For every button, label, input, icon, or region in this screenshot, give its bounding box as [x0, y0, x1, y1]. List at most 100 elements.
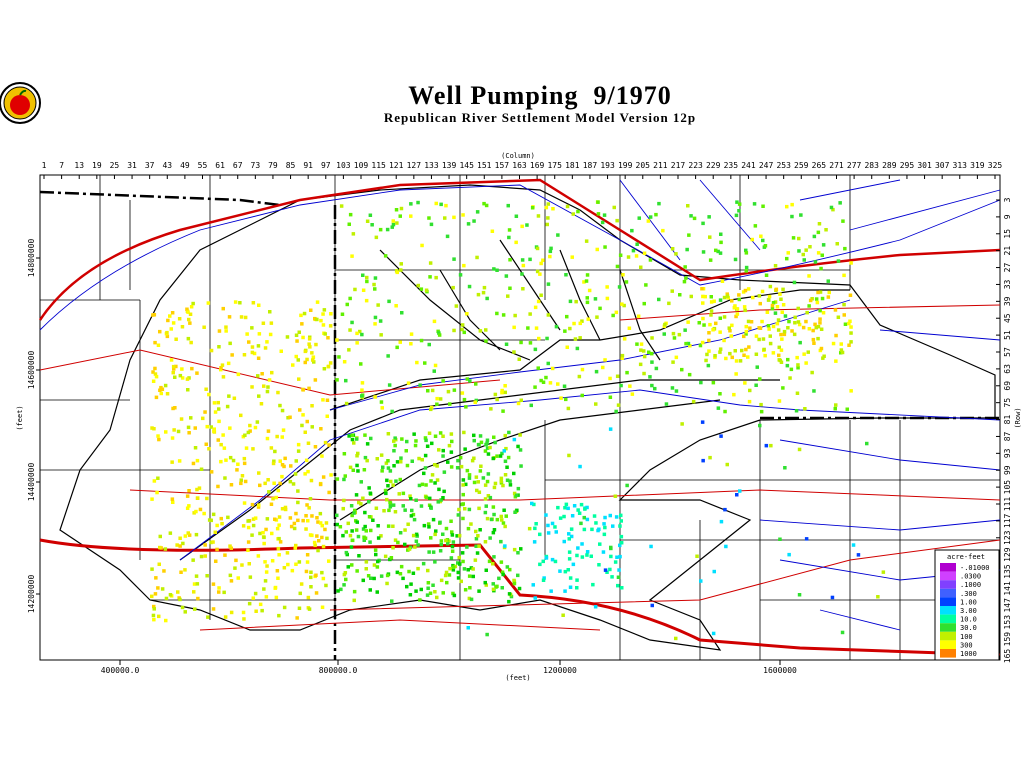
pumping-cell [593, 297, 598, 301]
pumping-cell [602, 532, 607, 537]
pumping-cell [151, 370, 155, 374]
pumping-cell [779, 360, 784, 364]
pumping-cell [322, 308, 327, 312]
pumping-cell [709, 295, 713, 299]
pumping-cell [153, 372, 158, 376]
pumping-cell [384, 461, 389, 465]
pumping-cell [170, 436, 175, 440]
pumping-cell [294, 354, 298, 359]
pumping-cell [444, 203, 448, 208]
pumping-cell [453, 564, 458, 569]
pumping-cell [350, 437, 355, 442]
pumping-cell [748, 388, 752, 393]
pumping-cell [501, 409, 505, 413]
pumping-cell [847, 321, 851, 326]
pumping-cell [309, 575, 313, 580]
pumping-cell [160, 587, 165, 591]
pumping-cell [594, 369, 599, 374]
pumping-cell [520, 272, 524, 276]
pumping-cell [207, 518, 212, 522]
pumping-cell [452, 388, 457, 392]
pumping-cell [321, 312, 325, 316]
pumping-cell [639, 348, 643, 352]
pumping-cell [792, 280, 797, 285]
column-label: 217 [671, 161, 686, 170]
pumping-cell [735, 200, 739, 204]
pumping-cell [342, 360, 347, 364]
pumping-cell [650, 351, 654, 356]
pumping-cell [299, 582, 304, 586]
row-label: 117 [1003, 513, 1012, 528]
pumping-cell [571, 212, 575, 216]
pumping-cell [580, 555, 585, 559]
pumping-cell [471, 574, 475, 579]
pumping-cell [499, 479, 503, 484]
pumping-cell [650, 383, 654, 388]
pumping-cell [296, 442, 301, 447]
pumping-cell [590, 527, 594, 532]
pumping-cell [596, 212, 601, 216]
pumping-cell [225, 404, 230, 409]
pumping-cell [392, 464, 396, 468]
pumping-cell [484, 328, 488, 332]
pumping-cell [492, 267, 496, 271]
pumping-cell [309, 585, 313, 589]
pumping-cell [283, 507, 288, 512]
pumping-cell [235, 468, 239, 472]
pumping-cell [538, 562, 542, 567]
pumping-cell [817, 222, 822, 226]
pumping-cell [570, 255, 574, 259]
pumping-cell [484, 339, 488, 343]
pumping-cell [759, 234, 763, 238]
column-label: 325 [988, 161, 1003, 170]
pumping-cell [619, 383, 623, 388]
pumping-cell [705, 352, 709, 357]
pumping-cell [803, 407, 807, 411]
pumping-cell [461, 483, 465, 487]
pumping-cell [387, 383, 392, 387]
pumping-cell [217, 345, 221, 349]
column-label: 25 [110, 161, 120, 170]
column-label: 133 [424, 161, 439, 170]
pumping-cell [608, 427, 613, 431]
pumping-cell [765, 310, 770, 314]
pumping-cell [250, 345, 255, 349]
pumping-cell [365, 458, 369, 463]
pumping-cell [193, 446, 198, 450]
pumping-cell [447, 443, 452, 448]
pumping-cell [562, 514, 566, 519]
pumping-cell [744, 329, 749, 334]
pumping-cell [580, 367, 585, 372]
pumping-cell [350, 433, 355, 437]
pumping-cell [563, 506, 567, 510]
pumping-cell [228, 341, 232, 346]
legend-label: 1000 [960, 650, 977, 658]
pumping-cell [617, 568, 621, 572]
pumping-cell [303, 472, 307, 476]
pumping-cell [354, 493, 359, 497]
pumping-cell [221, 306, 225, 311]
pumping-cell [349, 545, 354, 549]
pumping-cell [583, 507, 587, 511]
pumping-cell [724, 356, 728, 361]
pumping-cell [355, 520, 359, 524]
pumping-cell [383, 254, 388, 258]
pumping-cell [294, 459, 298, 463]
pumping-cell [151, 379, 156, 383]
pumping-cell [572, 321, 576, 326]
pumping-cell [264, 595, 269, 599]
pumping-cell [568, 326, 572, 331]
pumping-cell [342, 477, 346, 482]
pumping-cell [416, 200, 420, 205]
pumping-cell [310, 533, 314, 538]
pumping-cell [488, 495, 493, 500]
pumping-cell [282, 566, 287, 570]
pumping-cell [781, 386, 785, 390]
column-label: 115 [371, 161, 386, 170]
pumping-cell [362, 468, 367, 472]
pumping-cell [345, 302, 349, 307]
pumping-cell [277, 613, 281, 618]
pumping-cell [256, 344, 261, 348]
pumping-cell [452, 257, 456, 261]
pumping-cell [706, 363, 711, 368]
